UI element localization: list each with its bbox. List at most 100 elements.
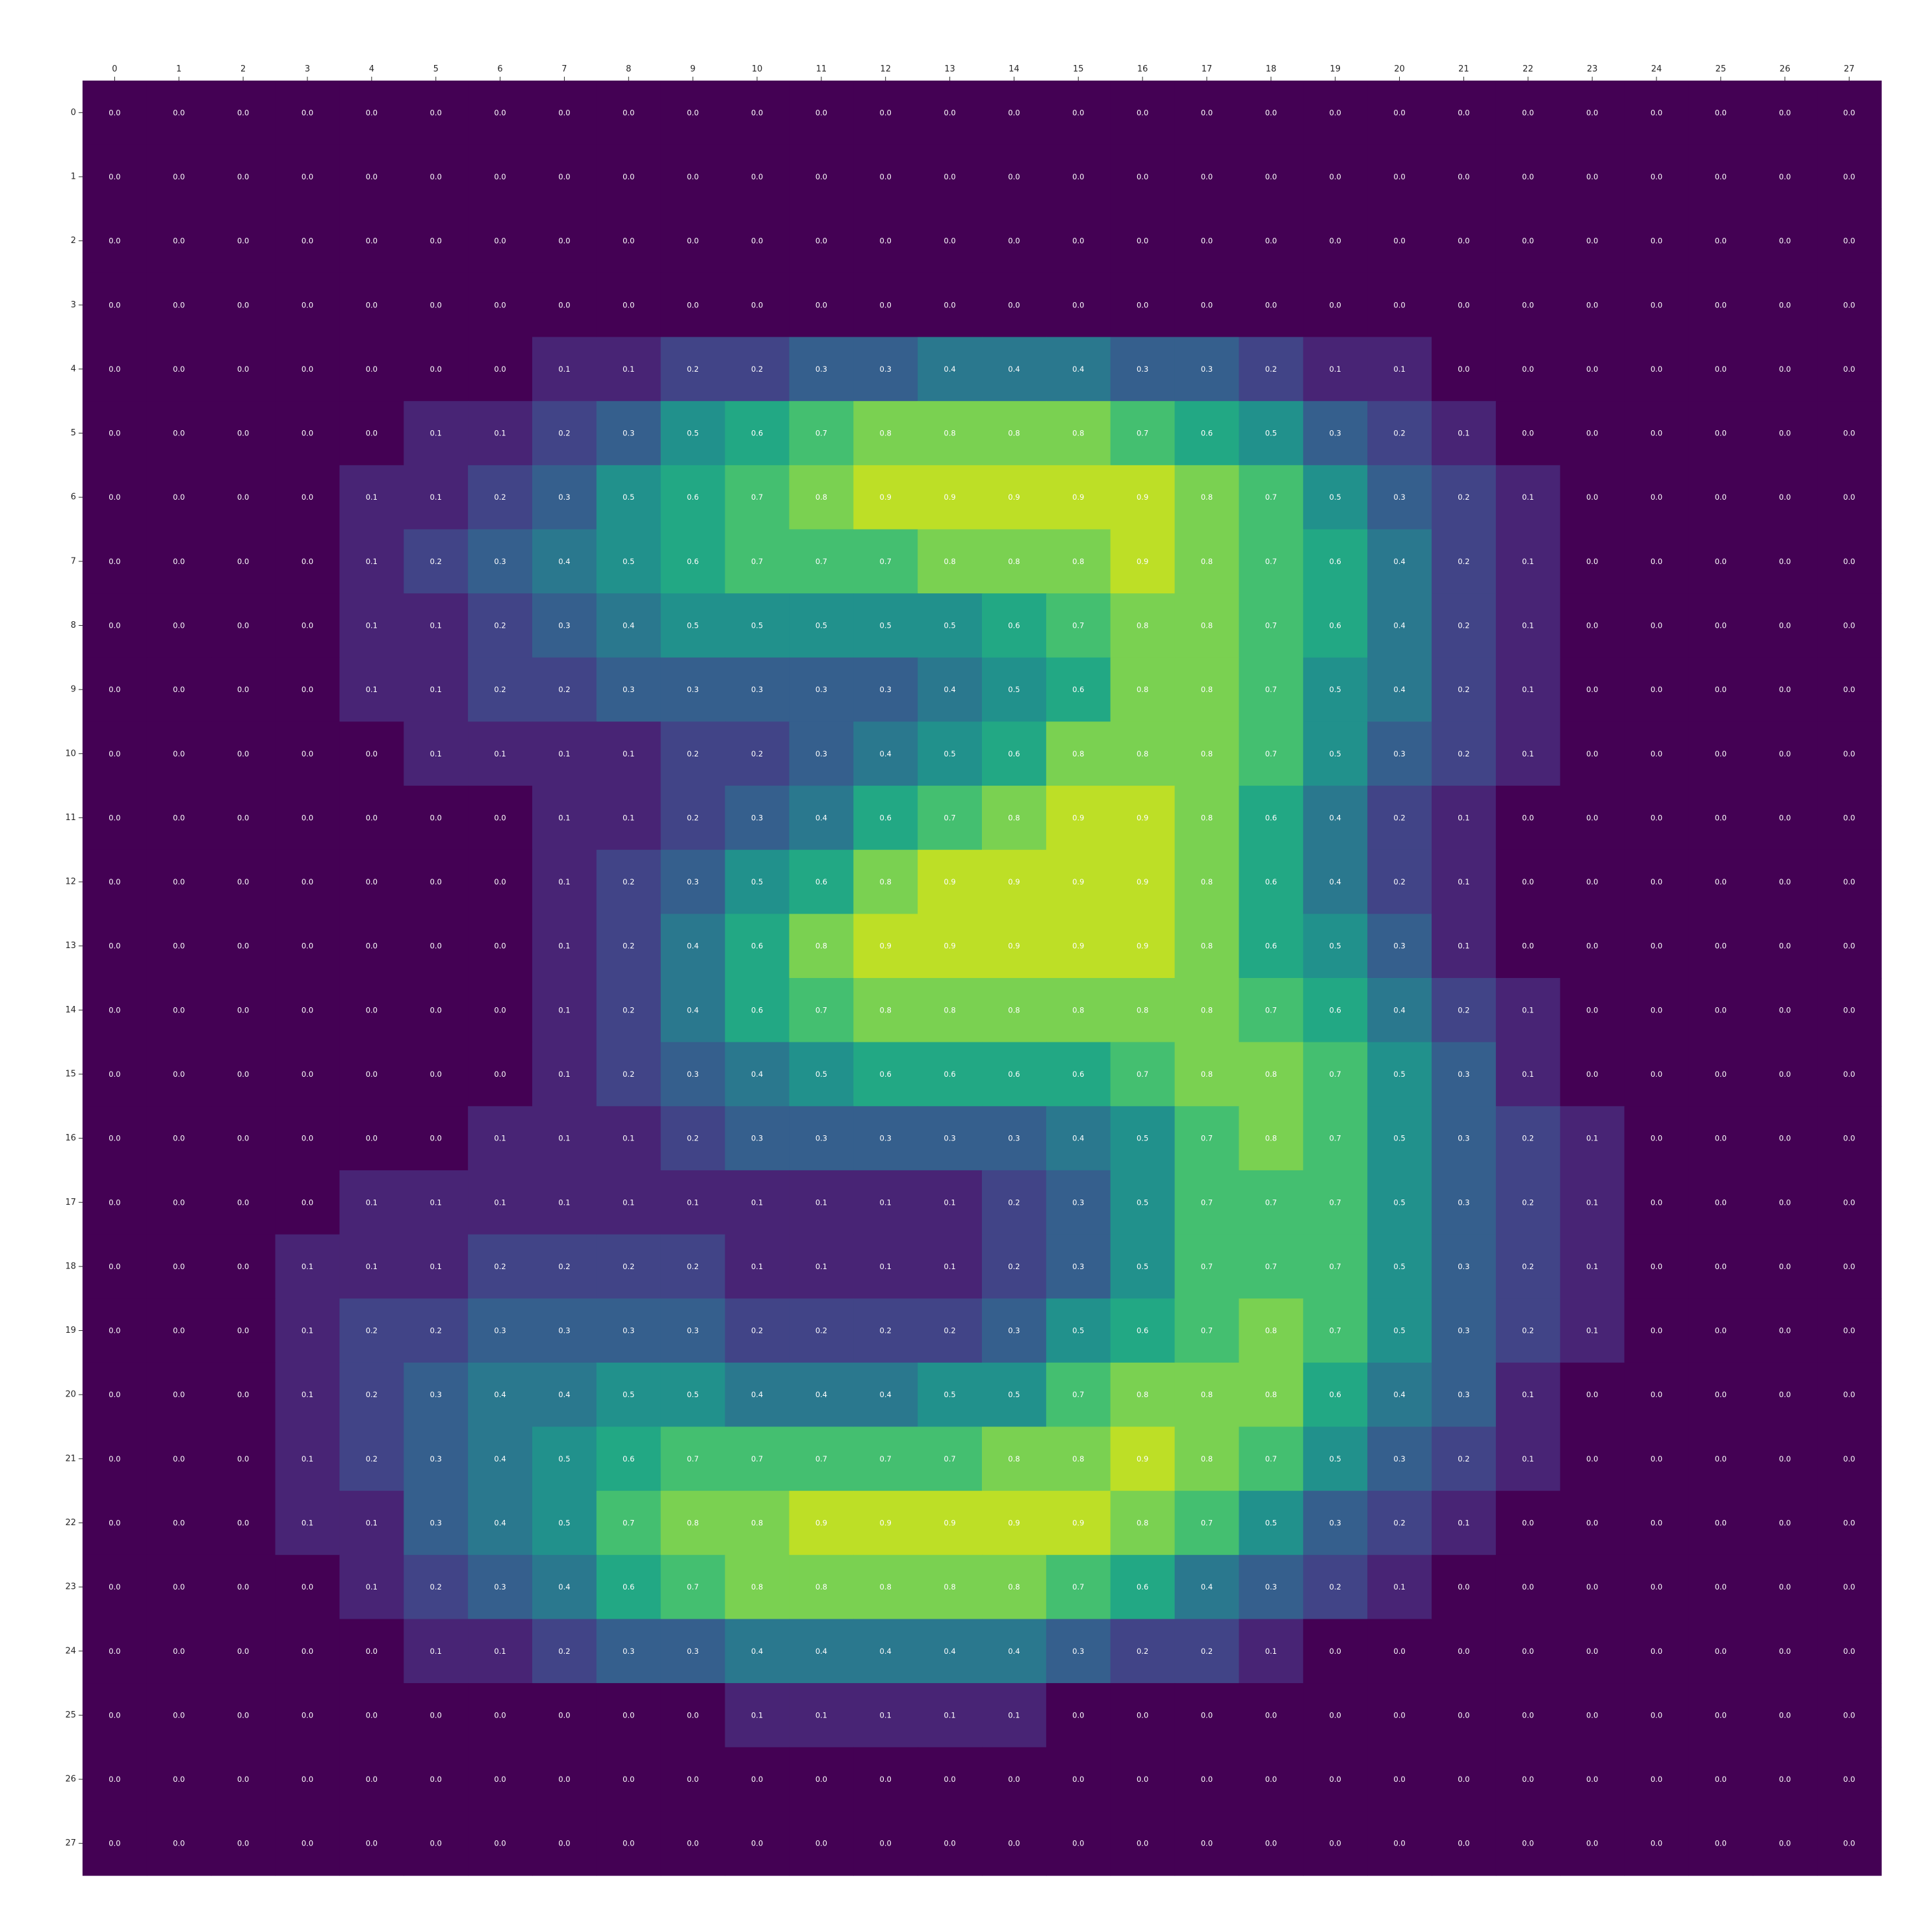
heatmap-cell <box>1624 1747 1690 1812</box>
y-tick-label: 24 <box>65 1646 76 1656</box>
heatmap-cell <box>853 1683 918 1748</box>
heatmap-cell <box>339 1683 404 1748</box>
cell-value-label: 0.0 <box>237 557 249 566</box>
heatmap-cell <box>660 465 726 530</box>
cell-value-label: 0.0 <box>1072 108 1084 117</box>
cell-value-label: 0.0 <box>109 108 120 117</box>
cell-value-label: 0.7 <box>816 1005 827 1014</box>
heatmap-cell <box>146 272 212 338</box>
heatmap-cell <box>1367 1426 1432 1491</box>
heatmap-cell <box>146 1426 212 1491</box>
cell-value-label: 0.2 <box>558 685 570 694</box>
cell-value-label: 0.0 <box>1586 493 1598 502</box>
heatmap-cell <box>1495 272 1561 338</box>
heatmap-cell <box>660 1298 726 1363</box>
heatmap-cell <box>725 849 790 914</box>
cell-value-label: 0.0 <box>173 1582 185 1591</box>
heatmap-cell <box>660 1042 726 1107</box>
heatmap-cell <box>1110 1491 1176 1556</box>
cell-value-label: 0.9 <box>816 1518 827 1527</box>
cell-value-label: 0.0 <box>302 493 313 502</box>
cell-value-label: 0.0 <box>366 749 378 758</box>
heatmap-cell <box>1817 272 1882 338</box>
cell-value-label: 0.1 <box>302 1326 313 1335</box>
cell-value-label: 0.0 <box>1843 557 1855 566</box>
cell-value-label: 0.0 <box>302 1647 313 1656</box>
x-tick-label: 6 <box>497 64 502 74</box>
cell-value-label: 0.0 <box>1586 685 1598 694</box>
cell-value-label: 0.8 <box>1201 557 1213 566</box>
cell-value-label: 0.3 <box>687 1326 699 1335</box>
cell-value-label: 0.0 <box>109 557 120 566</box>
cell-value-label: 0.2 <box>494 621 506 630</box>
heatmap-cell <box>1817 978 1882 1043</box>
heatmap-cell <box>211 1683 276 1748</box>
x-tick-label: 5 <box>433 64 439 74</box>
cell-value-label: 0.5 <box>816 1070 827 1079</box>
heatmap-cell <box>789 1811 854 1876</box>
heatmap-cell <box>1560 849 1625 914</box>
heatmap-cell <box>146 144 212 209</box>
cell-value-label: 0.2 <box>1008 1198 1020 1207</box>
heatmap-cell <box>1046 1491 1111 1556</box>
heatmap-cell <box>596 1491 662 1556</box>
x-tick-label: 2 <box>240 64 246 74</box>
cell-value-label: 0.0 <box>1072 300 1084 309</box>
cell-value-label: 0.0 <box>1651 1839 1662 1848</box>
cell-value-label: 0.2 <box>687 749 699 758</box>
heatmap-cell <box>725 1426 790 1491</box>
x-tick-label: 3 <box>305 64 310 74</box>
cell-value-label: 0.0 <box>1715 429 1727 438</box>
cell-value-label: 0.0 <box>880 1839 892 1848</box>
cell-value-label: 0.2 <box>1522 1326 1534 1335</box>
heatmap-cell <box>83 1683 148 1748</box>
heatmap-cell <box>982 337 1047 402</box>
heatmap-cell <box>1239 1491 1304 1556</box>
cell-value-label: 0.0 <box>1201 1839 1213 1848</box>
cell-value-label: 0.0 <box>816 1839 827 1848</box>
cell-value-label: 0.6 <box>880 1070 892 1079</box>
cell-value-label: 0.0 <box>944 1775 955 1784</box>
cell-value-label: 0.8 <box>1072 1005 1084 1014</box>
y-tick-label: 9 <box>71 685 76 695</box>
cell-value-label: 0.0 <box>1715 557 1727 566</box>
heatmap-cell <box>339 914 404 979</box>
cell-value-label: 0.1 <box>366 1518 378 1527</box>
cell-value-label: 0.0 <box>302 1710 313 1719</box>
cell-value-label: 0.1 <box>1522 1070 1534 1079</box>
cell-value-label: 0.5 <box>1137 1198 1148 1207</box>
heatmap-cell <box>982 1170 1047 1235</box>
heatmap-cell <box>1239 1106 1304 1171</box>
heatmap-cell <box>1688 1170 1753 1235</box>
heatmap-cell <box>1239 401 1304 466</box>
cell-value-label: 0.0 <box>1843 429 1855 438</box>
cell-value-label: 0.1 <box>1586 1326 1598 1335</box>
cell-value-label: 0.7 <box>1201 1198 1213 1207</box>
heatmap-cell <box>982 1619 1047 1684</box>
cell-value-label: 0.2 <box>687 365 699 374</box>
heatmap-cell <box>1560 1042 1625 1107</box>
heatmap-cell <box>211 529 276 594</box>
cell-value-label: 0.5 <box>944 749 955 758</box>
cell-value-label: 0.0 <box>880 172 892 181</box>
cell-value-label: 0.1 <box>623 1198 634 1207</box>
heatmap-cell <box>1817 721 1882 786</box>
heatmap-cell <box>146 657 212 723</box>
heatmap-cell <box>596 849 662 914</box>
heatmap-cell <box>1560 1234 1625 1299</box>
heatmap-cell <box>1432 1426 1497 1491</box>
heatmap-cell <box>275 1619 341 1684</box>
heatmap-cell <box>275 1491 341 1556</box>
cell-value-label: 0.7 <box>1330 1070 1341 1079</box>
heatmap-cell <box>660 1170 726 1235</box>
cell-value-label: 0.8 <box>1201 942 1213 951</box>
cell-value-label: 0.1 <box>1586 1198 1598 1207</box>
cell-value-label: 0.5 <box>1330 942 1341 951</box>
heatmap-cell <box>853 1426 918 1491</box>
cell-value-label: 0.0 <box>1715 493 1727 502</box>
cell-value-label: 0.0 <box>1393 108 1405 117</box>
heatmap-cell <box>853 209 918 274</box>
cell-value-label: 0.0 <box>1715 1326 1727 1335</box>
cell-value-label: 0.0 <box>751 1839 763 1848</box>
cell-value-label: 0.0 <box>173 942 185 951</box>
